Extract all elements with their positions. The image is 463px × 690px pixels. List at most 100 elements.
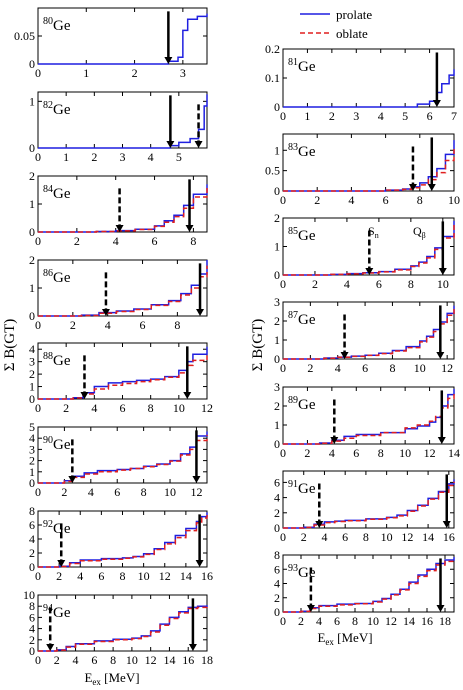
- x-tick-label: 0: [280, 614, 286, 628]
- x-tick-label: 4: [148, 150, 154, 164]
- nucleus-element: Ge: [298, 144, 316, 160]
- x-tick-label: 1: [304, 109, 310, 123]
- x-tick-label: 8: [174, 318, 180, 332]
- x-tick-label: 14: [448, 446, 460, 460]
- x-tick-label: 2: [74, 234, 80, 248]
- qbeta-arrow-head: [192, 476, 201, 483]
- qbeta-arrow-head: [438, 268, 447, 275]
- nucleus-label: 88Ge: [43, 351, 71, 369]
- x-tick-label: 2: [132, 66, 138, 80]
- y-tick-label: 0: [29, 141, 35, 155]
- x-tick-label: 2: [304, 446, 310, 460]
- y-tick-label: 1: [29, 94, 35, 108]
- x-tick-label: 8: [352, 614, 358, 628]
- series-oblate: [38, 187, 208, 233]
- qbeta-arrow-head: [436, 352, 445, 359]
- sn-annotation: Sn: [368, 224, 379, 240]
- x-tick-label: 6: [91, 653, 97, 667]
- series-oblate: [283, 559, 455, 613]
- x-tick-label: 2: [301, 530, 307, 544]
- y-tick-label: 0: [29, 644, 35, 658]
- x-tick-label: 4: [335, 361, 341, 375]
- nucleus-element: Ge: [298, 228, 316, 244]
- y-tick-label: 3: [29, 442, 35, 456]
- y-tick-label: 4: [29, 622, 35, 636]
- x-tick-label: 10: [448, 193, 460, 207]
- legend-prolate-label: prolate: [336, 7, 372, 22]
- x-tick-label: 0: [280, 446, 286, 460]
- x-tick-label: 3: [353, 109, 359, 123]
- x-tick-label: 2: [56, 569, 62, 583]
- x-tick-label: 6: [376, 277, 382, 291]
- qb-sub: β: [422, 231, 426, 240]
- series-oblate: [283, 223, 455, 276]
- legend-oblate-label: oblate: [336, 26, 368, 41]
- y-tick-label: 3: [274, 380, 280, 394]
- sn-arrow-head: [315, 521, 324, 528]
- y-tick-label: 8: [29, 504, 35, 518]
- x-tick-label: 0: [35, 569, 41, 583]
- x-tick-label: 0: [35, 401, 41, 415]
- x-tick-label: 12: [190, 485, 202, 499]
- x-tick-label: 12: [385, 614, 397, 628]
- x-tick-label: 10: [164, 485, 176, 499]
- qbeta-arrow-head: [195, 560, 204, 567]
- x-tick-label: 12: [159, 569, 171, 583]
- panel-85Ge: 0 2 4 6 8 10 0 1 2 85Ge: [274, 211, 455, 291]
- x-tick-label: 10: [173, 401, 185, 415]
- nucleus-label: 92Ge: [43, 519, 71, 537]
- x-tick-label: 3: [180, 66, 186, 80]
- y-tick-label: 2: [29, 546, 35, 560]
- x-tick-label: 8: [417, 193, 423, 207]
- x-tick-label: 2: [70, 318, 76, 332]
- x-tick-label: 10: [381, 530, 393, 544]
- x-tick-label: 7: [451, 109, 457, 123]
- x-tick-label: 10: [126, 653, 138, 667]
- nucleus-mass: 93: [288, 563, 298, 574]
- x-tick-label: 0: [280, 530, 286, 544]
- y-tick-label: 4: [274, 491, 280, 505]
- y-tick-label: 0: [274, 100, 280, 114]
- nucleus-label: 81Ge: [288, 57, 316, 75]
- panel-83Ge: 0 2 4 6 8 10 0 0.5 1 83Ge: [265, 133, 460, 207]
- sn-arrow-head: [408, 184, 417, 191]
- x-tick-label: 2: [312, 277, 318, 291]
- x-tick-label: 16: [182, 653, 194, 667]
- sn-arrow-head: [80, 392, 89, 399]
- x-tick-label: 8: [110, 653, 116, 667]
- x-tick-label: 4: [88, 485, 94, 499]
- sn-arrow-head: [330, 437, 339, 444]
- x-tick-label: 10: [437, 277, 449, 291]
- x-tick-label: 5: [402, 109, 408, 123]
- qbeta-arrow-head: [164, 57, 173, 64]
- x-tick-label: 6: [334, 614, 340, 628]
- nucleus-label: 91Ge: [288, 479, 316, 497]
- nucleus-label: 86Ge: [43, 268, 71, 286]
- y-tick-label: 0: [29, 57, 35, 71]
- panel-92Ge: 02468101214160246892Ge: [29, 504, 213, 583]
- x-tick-label: 10: [414, 361, 426, 375]
- y-tick-label: 6: [274, 562, 280, 576]
- nucleus-label: 89Ge: [288, 395, 316, 413]
- x-tick-label: 0: [35, 485, 41, 499]
- nucleus-mass: 89: [288, 395, 298, 406]
- series-oblate: [38, 514, 208, 568]
- y-tick-label: 0: [274, 605, 280, 619]
- nucleus-mass: 85: [288, 226, 298, 237]
- x-tick-label: 12: [424, 446, 436, 460]
- qbeta-arrow-head: [436, 605, 445, 612]
- x-tick-label: 0: [35, 66, 41, 80]
- nucleus-label: 90Ge: [43, 435, 71, 453]
- nucleus-element: Ge: [298, 59, 316, 75]
- nucleus-element: Ge: [298, 397, 316, 413]
- qbeta-arrow-head: [427, 184, 436, 191]
- x-tick-label: 8: [378, 446, 384, 460]
- x-tick-label: 0: [280, 361, 286, 375]
- x-tick-label: 4: [321, 530, 327, 544]
- x-tick-label: 6: [120, 401, 126, 415]
- x-tick-label: 6: [427, 109, 433, 123]
- y-tick-label: 6: [29, 610, 35, 624]
